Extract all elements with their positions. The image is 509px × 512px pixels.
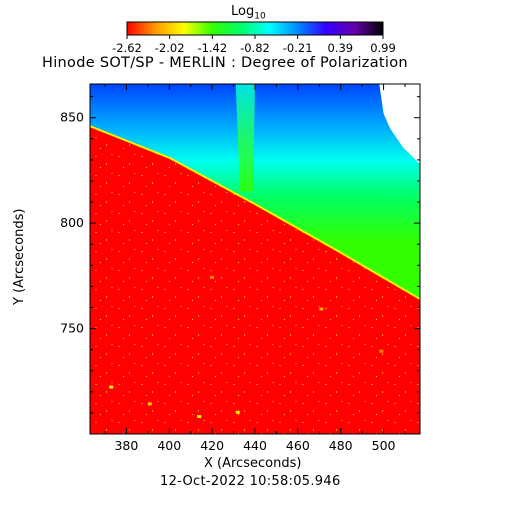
colorbar-label: Log10 bbox=[231, 4, 266, 22]
colorbar-bar bbox=[126, 21, 384, 36]
x-tick-label: 380 bbox=[114, 438, 138, 453]
x-tick-label: 460 bbox=[286, 438, 310, 453]
bright-feature bbox=[319, 307, 324, 311]
y-tick-label: 850 bbox=[60, 110, 84, 125]
colorbar-tick-label: -2.62 bbox=[112, 41, 142, 55]
x-tick-label: 400 bbox=[157, 438, 181, 453]
no-data-region bbox=[379, 84, 420, 165]
solar-disk-region bbox=[90, 126, 420, 434]
bright-feature bbox=[379, 349, 384, 353]
limb-line bbox=[90, 125, 420, 300]
bright-feature bbox=[235, 410, 240, 414]
chart-title: Hinode SOT/SP - MERLIN : Degree of Polar… bbox=[42, 55, 408, 71]
bright-feature bbox=[147, 402, 152, 406]
x-tick-label: 480 bbox=[329, 438, 353, 453]
colorbar-tick-label: -0.21 bbox=[283, 41, 313, 55]
x-tick-label: 500 bbox=[372, 438, 396, 453]
y-tick-label: 750 bbox=[60, 321, 84, 336]
plume-feature bbox=[235, 84, 255, 192]
x-tick-label: 420 bbox=[200, 438, 224, 453]
colorbar-tick-label: -0.82 bbox=[240, 41, 270, 55]
colorbar-tick-label: 0.99 bbox=[370, 41, 396, 55]
timestamp: 12-Oct-2022 10:58:05.946 bbox=[160, 474, 341, 489]
x-axis-label: X (Arcseconds) bbox=[204, 456, 302, 471]
colorbar: -2.62 -2.02 -1.42 -0.82 -0.21 0.39 0.99 bbox=[112, 21, 396, 55]
colorbar-tick-label: 0.39 bbox=[328, 41, 354, 55]
x-tick-label: 440 bbox=[243, 438, 267, 453]
plot-area bbox=[90, 84, 420, 434]
colorbar-tick-label: -2.02 bbox=[155, 41, 185, 55]
bright-feature bbox=[197, 415, 202, 419]
axes: 380 400 420 440 460 480 500 750 800 850 bbox=[60, 83, 421, 453]
y-tick-label: 800 bbox=[60, 215, 84, 230]
bright-feature bbox=[210, 275, 214, 279]
colorbar-tick-label: -1.42 bbox=[197, 41, 227, 55]
bright-feature bbox=[109, 385, 114, 389]
